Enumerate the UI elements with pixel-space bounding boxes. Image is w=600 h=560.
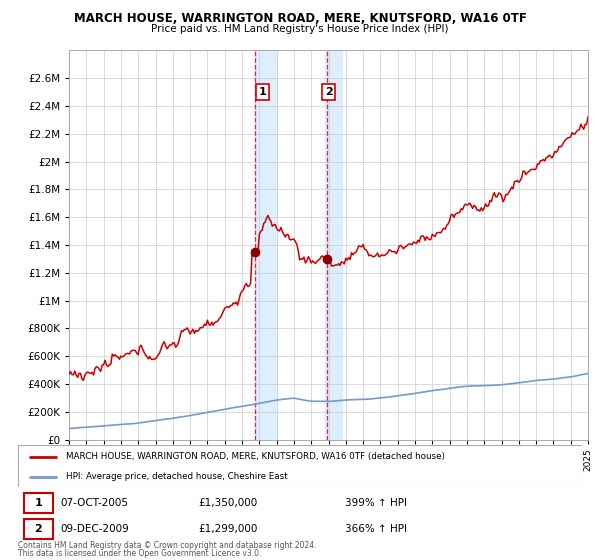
FancyBboxPatch shape — [18, 445, 582, 487]
Text: 366% ↑ HPI: 366% ↑ HPI — [345, 524, 407, 534]
Text: MARCH HOUSE, WARRINGTON ROAD, MERE, KNUTSFORD, WA16 0TF: MARCH HOUSE, WARRINGTON ROAD, MERE, KNUT… — [74, 12, 526, 25]
Text: 07-OCT-2005: 07-OCT-2005 — [60, 498, 128, 508]
Text: £1,350,000: £1,350,000 — [199, 498, 258, 508]
Text: 2: 2 — [34, 524, 42, 534]
Text: Contains HM Land Registry data © Crown copyright and database right 2024.: Contains HM Land Registry data © Crown c… — [18, 541, 317, 550]
Text: 2: 2 — [325, 87, 332, 97]
Text: £1,299,000: £1,299,000 — [199, 524, 258, 534]
FancyBboxPatch shape — [23, 519, 53, 539]
Text: 1: 1 — [34, 498, 42, 508]
FancyBboxPatch shape — [23, 493, 53, 514]
Text: Price paid vs. HM Land Registry's House Price Index (HPI): Price paid vs. HM Land Registry's House … — [151, 24, 449, 34]
Text: MARCH HOUSE, WARRINGTON ROAD, MERE, KNUTSFORD, WA16 0TF (detached house): MARCH HOUSE, WARRINGTON ROAD, MERE, KNUT… — [66, 452, 445, 461]
Text: 1: 1 — [259, 87, 266, 97]
Bar — [325, 50, 343, 440]
Bar — [256, 50, 277, 440]
Text: HPI: Average price, detached house, Cheshire East: HPI: Average price, detached house, Ches… — [66, 472, 287, 481]
Text: 399% ↑ HPI: 399% ↑ HPI — [345, 498, 407, 508]
Text: This data is licensed under the Open Government Licence v3.0.: This data is licensed under the Open Gov… — [18, 549, 262, 558]
Text: 09-DEC-2009: 09-DEC-2009 — [60, 524, 129, 534]
